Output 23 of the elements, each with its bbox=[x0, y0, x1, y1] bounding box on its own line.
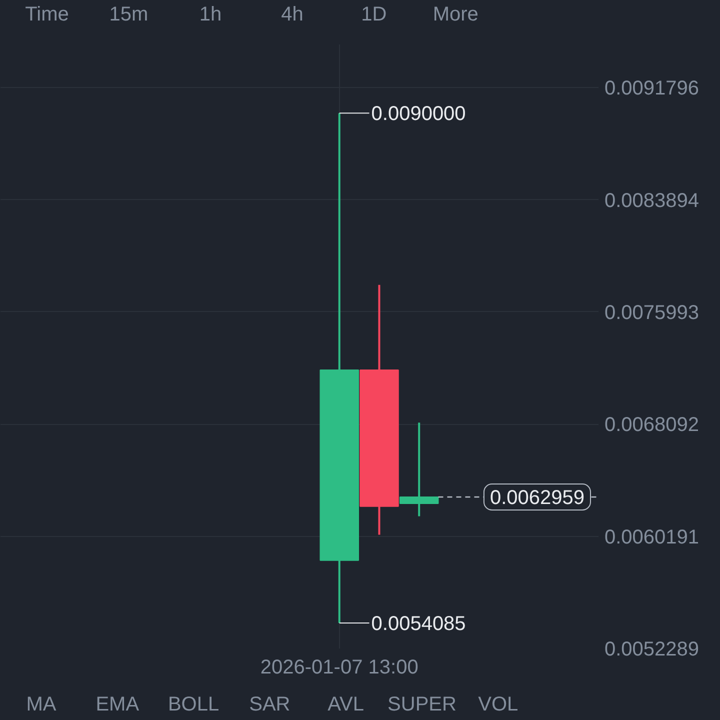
y-tick-label: 0.0091796 bbox=[604, 78, 700, 100]
text: AVL bbox=[328, 694, 364, 716]
text: Time bbox=[25, 4, 69, 26]
text: 1D bbox=[361, 4, 387, 26]
y-tick-label: 0.0075993 bbox=[604, 302, 700, 324]
y-tick-label: 0.0052289 bbox=[604, 638, 700, 660]
text: 4h bbox=[281, 4, 304, 26]
text: SUPER bbox=[388, 694, 456, 716]
text: 1h bbox=[199, 4, 222, 26]
ref-line-label: 0.0062959 bbox=[490, 487, 585, 510]
y-tick-label: 0.0060191 bbox=[604, 526, 700, 548]
annotation: 0.0090000 bbox=[371, 103, 466, 126]
text: SAR bbox=[249, 694, 290, 716]
annotation: 0.0054085 bbox=[371, 613, 466, 635]
text: 15m bbox=[109, 4, 148, 26]
text: MA bbox=[26, 694, 57, 716]
x-tick-label: 2026-01-07 13:00 bbox=[260, 656, 418, 678]
text: More bbox=[432, 4, 478, 26]
text: VOL bbox=[478, 694, 518, 716]
y-tick-label: 0.0068092 bbox=[604, 414, 700, 436]
text: BOLL bbox=[168, 694, 220, 716]
y-tick-label: 0.0083894 bbox=[604, 190, 700, 212]
text: EMA bbox=[96, 694, 140, 716]
